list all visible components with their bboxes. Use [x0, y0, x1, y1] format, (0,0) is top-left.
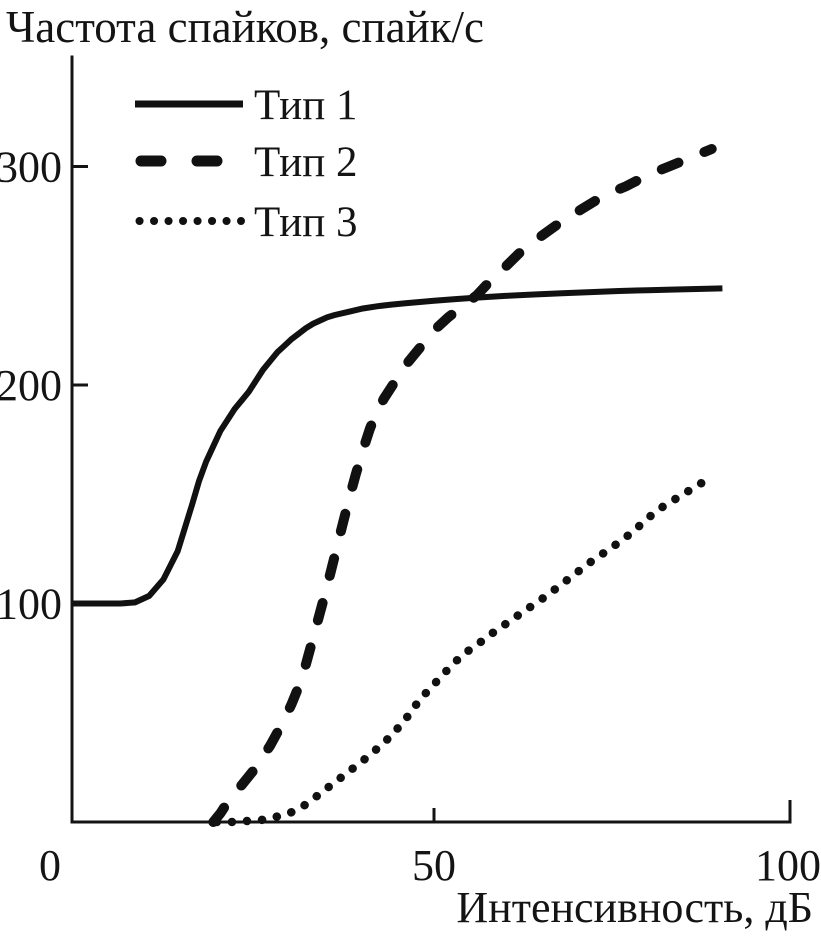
y-tick-label: 200 [0, 361, 62, 410]
legend: Тип 1 Тип 2 Тип 3 [135, 82, 357, 246]
series-2-curve [208, 144, 717, 827]
legend-label-type2: Тип 2 [254, 139, 357, 186]
data-curves [72, 144, 723, 827]
series-1-curve [72, 285, 723, 607]
x-tick-label: 50 [412, 841, 456, 890]
legend-label-type1: Тип 1 [254, 82, 357, 129]
x-axis-ticks: 0 50 100 [39, 800, 821, 890]
y-axis-ticks: 100 200 300 [0, 143, 88, 629]
y-axis-title: Частота спайков, спайк/с [6, 2, 484, 52]
x-tick-label: 0 [39, 841, 61, 890]
series-3-curve [212, 474, 713, 827]
y-tick-label: 300 [0, 143, 62, 192]
y-tick-label: 100 [0, 580, 62, 629]
x-tick-label: 100 [755, 841, 821, 890]
x-axis-title: Интенсивность, дБ [456, 883, 813, 932]
legend-label-type3: Тип 3 [254, 199, 357, 246]
